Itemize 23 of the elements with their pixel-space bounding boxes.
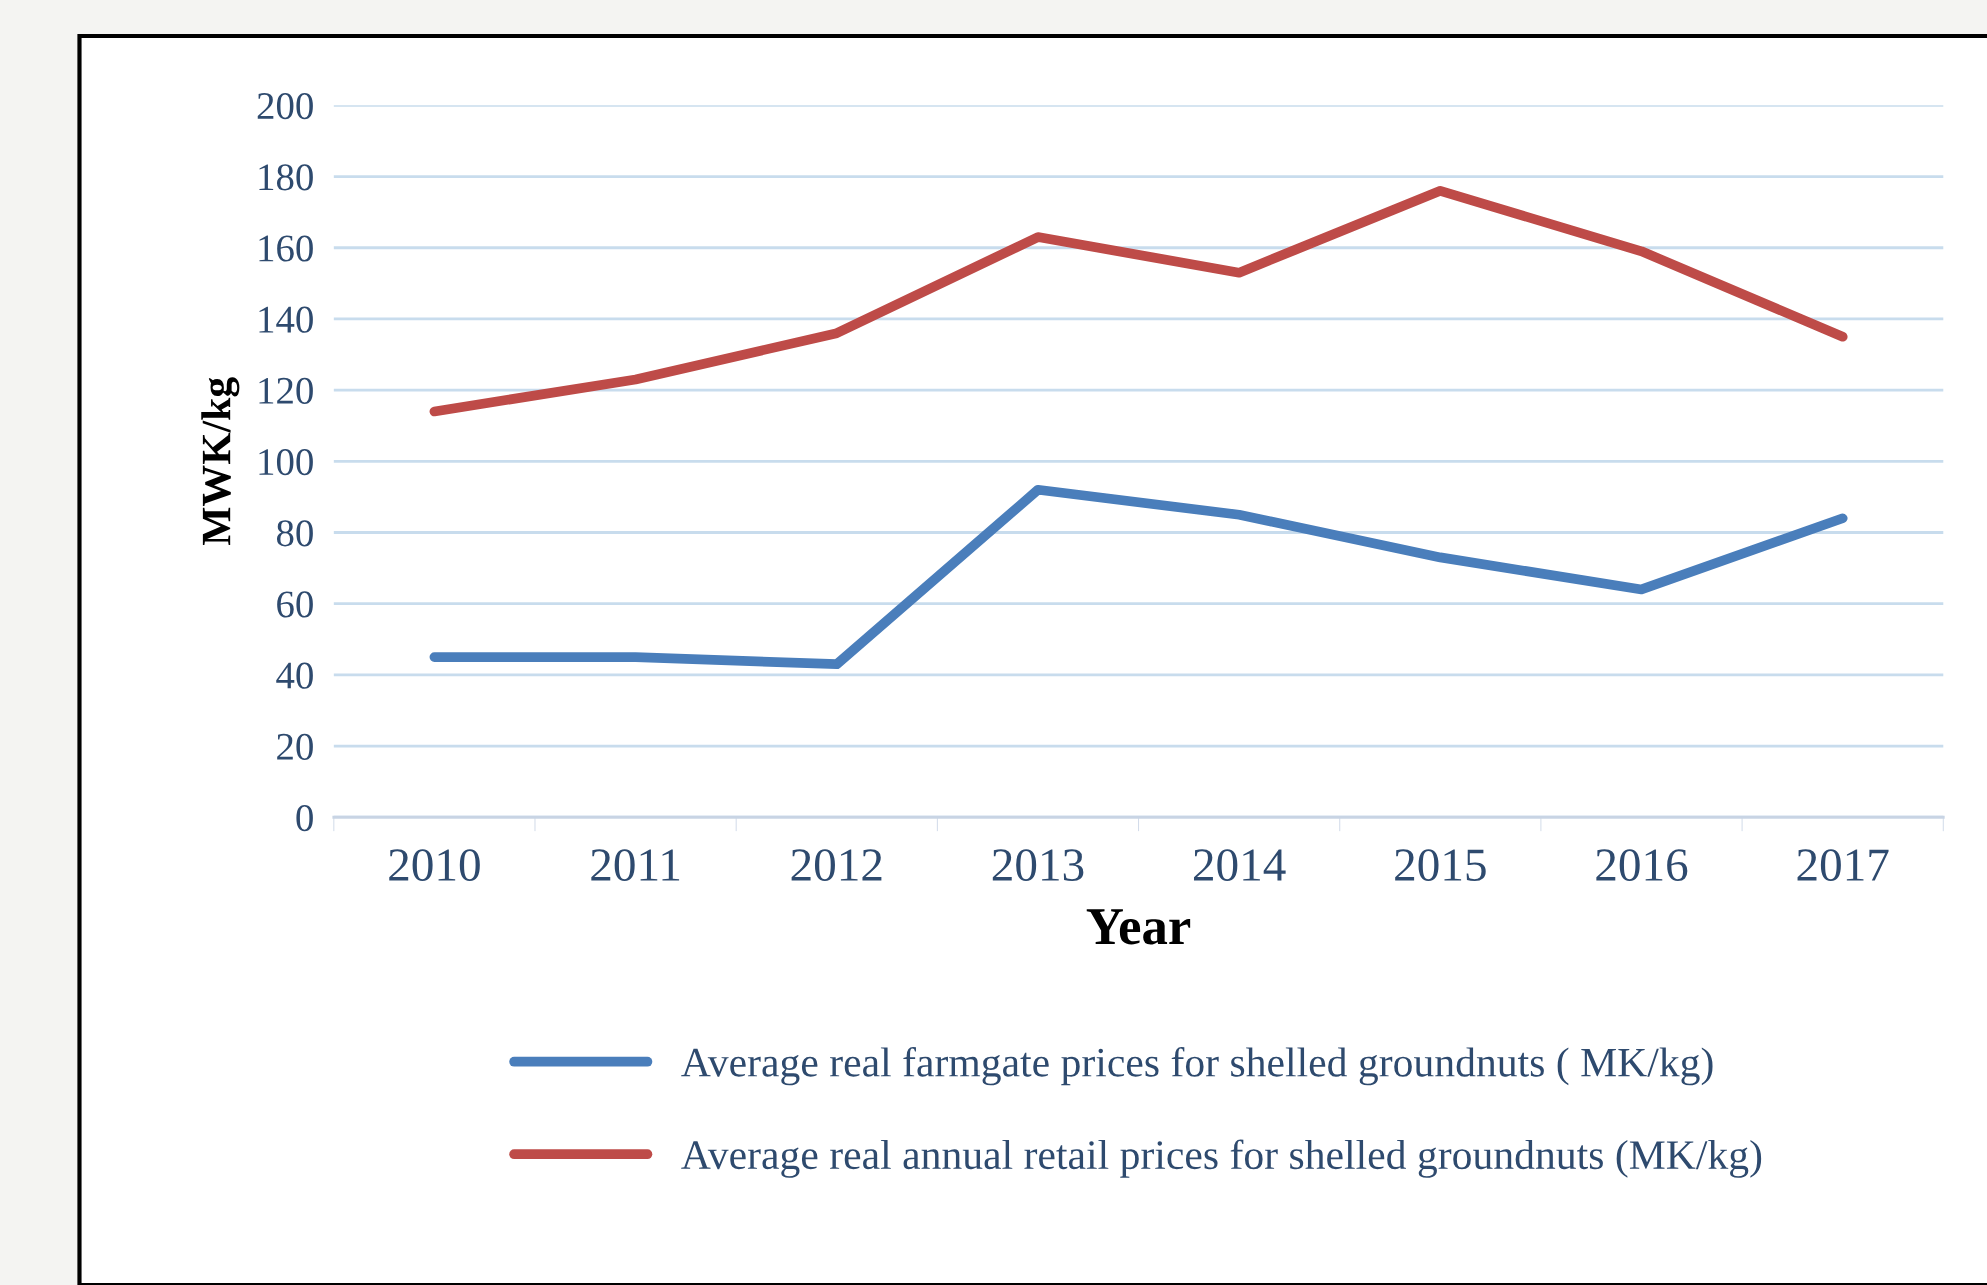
x-axis-title: Year (1086, 909, 1191, 945)
x-tick-label: 2016 (1596, 849, 1688, 882)
y-axis-title: MWK/kg (201, 377, 240, 546)
x-tick-label: 2015 (1395, 849, 1486, 882)
y-tick-label: 20 (277, 733, 313, 760)
y-tick-label: 140 (259, 306, 313, 333)
x-tick-label: 2013 (992, 849, 1084, 882)
y-tick-label: 0 (296, 804, 313, 832)
y-tick-label: 80 (276, 520, 313, 547)
y-tick-label: 120 (259, 377, 313, 404)
x-tick-label: 2011 (591, 849, 680, 882)
legend-label: Average real farmgate prices for shelled groundnuts ( MK/kg) (681, 1046, 1713, 1086)
y-tick-label: 180 (259, 164, 313, 191)
x-tick-label: 2014 (1193, 849, 1286, 882)
x-tick-label: 2012 (791, 849, 882, 882)
y-tick-label: 100 (259, 448, 313, 476)
y-tick-label: 40 (276, 662, 313, 689)
y-tick-label: 60 (277, 591, 313, 618)
x-tick-label: 2010 (389, 849, 480, 882)
y-tick-label: 200 (257, 93, 313, 120)
legend-label: Average real annual retail prices for shelled groundnuts (MK/kg) (681, 1139, 1762, 1178)
y-tick-label: 160 (259, 235, 313, 262)
x-tick-label: 2017 (1797, 849, 1889, 882)
